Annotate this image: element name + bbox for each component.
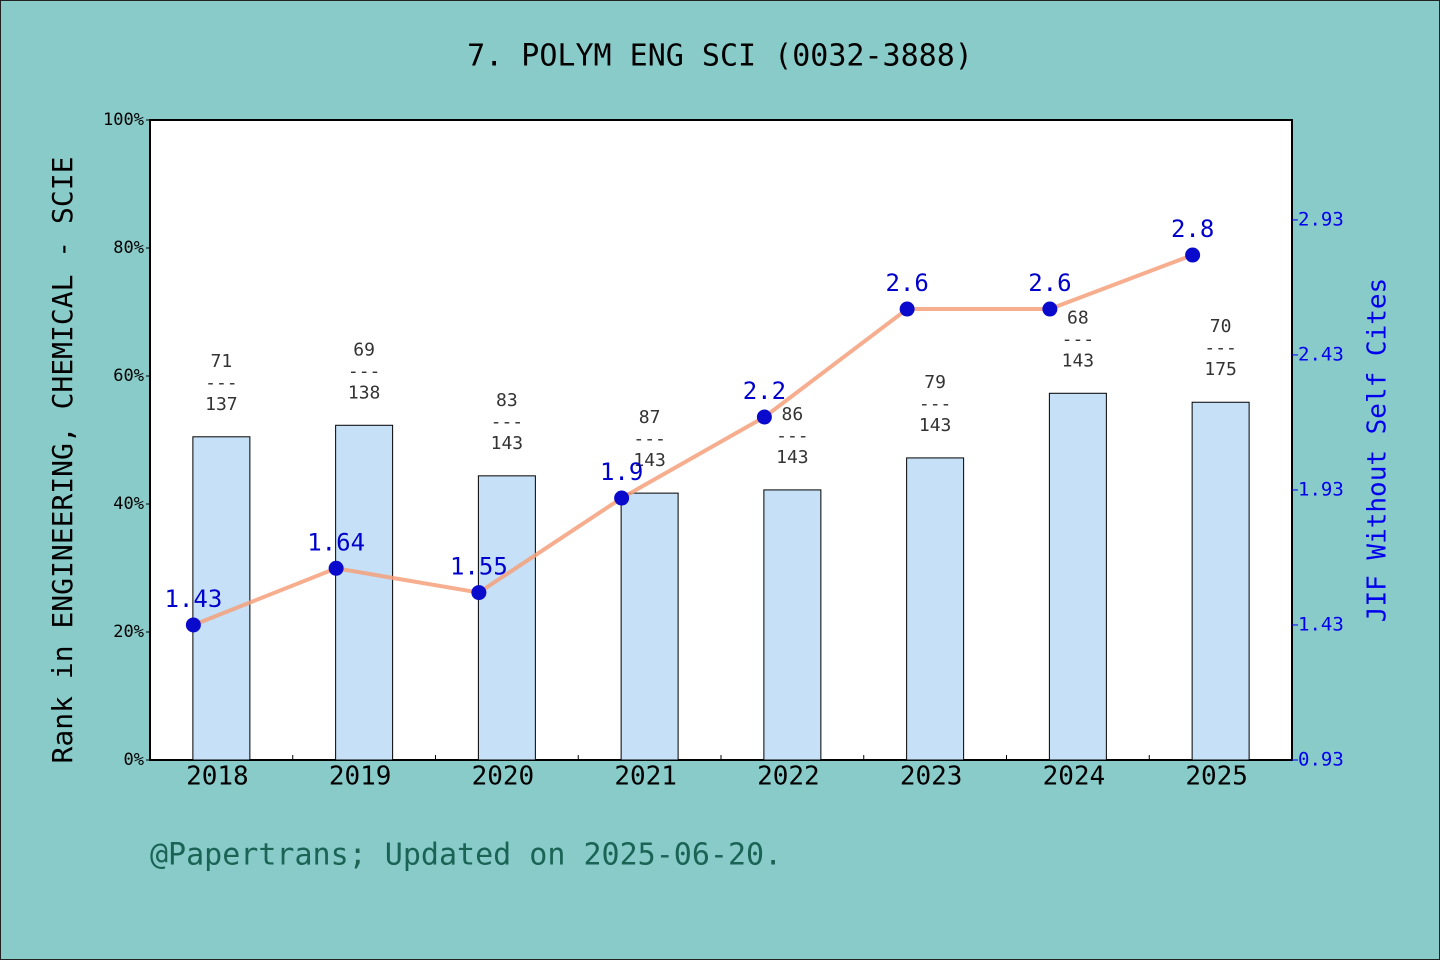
rank-label: --- <box>205 372 238 393</box>
rank-label: 69 <box>353 339 375 360</box>
y2-axis-label: JIF Without Self Cites <box>1363 278 1393 622</box>
y-tick-label: 100% <box>103 110 144 130</box>
x-tick-label: 2021 <box>614 762 677 792</box>
jif-point <box>1185 247 1201 263</box>
jif-value-label: 1.55 <box>450 553 508 581</box>
rank-label: 71 <box>211 351 233 372</box>
x-tick-label: 2025 <box>1185 762 1248 792</box>
y2-tick-label: 2.43 <box>1298 343 1344 365</box>
rank-label: 143 <box>491 433 524 454</box>
jif-point <box>614 490 630 506</box>
rank-label: 83 <box>496 390 518 411</box>
bar <box>906 457 965 761</box>
rank-label: --- <box>348 361 381 382</box>
y-tick-label: 0% <box>124 750 144 770</box>
y2-tick-label: 1.93 <box>1298 478 1344 500</box>
y-tick-label: 40% <box>113 494 144 514</box>
y-axis-label: Rank in ENGINEERING, CHEMICAL - SCIE <box>46 157 79 764</box>
rank-label: 143 <box>776 447 809 468</box>
rank-label: 143 <box>633 450 666 471</box>
rank-label: 70 <box>1210 316 1232 337</box>
x-tick-label: 2018 <box>186 762 249 792</box>
bar <box>763 489 822 761</box>
rank-label: 79 <box>924 372 946 393</box>
x-tick-label: 2019 <box>329 762 392 792</box>
rank-label: --- <box>1204 338 1237 359</box>
y2-tick-label: 0.93 <box>1298 749 1344 771</box>
jif-point <box>899 301 915 317</box>
rank-label: 137 <box>205 394 238 415</box>
rank-label: 68 <box>1067 307 1089 328</box>
jif-point <box>1042 301 1058 317</box>
footer-note: @Papertrans; Updated on 2025-06-20. <box>150 838 782 873</box>
jif-value-label: 2.8 <box>1171 215 1214 243</box>
jif-value-label: 1.64 <box>307 528 365 556</box>
jif-point <box>185 617 201 633</box>
chart-title: 7. POLYM ENG SCI (0032-3888) <box>467 39 973 74</box>
x-tick-label: 2020 <box>472 762 535 792</box>
bar <box>620 492 679 761</box>
y2-tick-label: 2.93 <box>1298 208 1344 230</box>
y-tick-label: 80% <box>113 238 144 258</box>
jif-value-label: 2.2 <box>743 377 786 405</box>
x-tick-label: 2022 <box>757 762 820 792</box>
rank-label: 87 <box>639 407 661 428</box>
rank-label: 138 <box>348 382 381 403</box>
rank-label: --- <box>633 429 666 450</box>
y-tick-label: 60% <box>113 366 144 386</box>
jif-point <box>328 560 344 576</box>
jif-value-label: 1.9 <box>600 458 643 486</box>
bar <box>192 436 251 761</box>
rank-label: --- <box>919 393 952 414</box>
rank-label: --- <box>491 411 524 432</box>
jif-point <box>756 409 772 425</box>
rank-label: 86 <box>782 404 804 425</box>
jif-point <box>471 585 487 601</box>
y2-tick-label: 1.43 <box>1298 613 1344 635</box>
jif-value-label: 2.6 <box>885 269 928 297</box>
jif-value-label: 1.43 <box>164 585 222 613</box>
rank-label: 143 <box>1062 350 1095 371</box>
y-tick-label: 20% <box>113 622 144 642</box>
bar <box>1048 392 1107 761</box>
jif-line <box>192 253 1194 627</box>
rank-label: 175 <box>1204 359 1237 380</box>
jif-value-label: 2.6 <box>1028 269 1071 297</box>
bar <box>1191 401 1250 761</box>
x-tick-label: 2024 <box>1043 762 1106 792</box>
bar <box>335 424 394 761</box>
bar <box>477 475 536 761</box>
rank-label: --- <box>1062 329 1095 350</box>
x-tick-label: 2023 <box>900 762 963 792</box>
rank-label: --- <box>776 425 809 446</box>
rank-label: 143 <box>919 415 952 436</box>
